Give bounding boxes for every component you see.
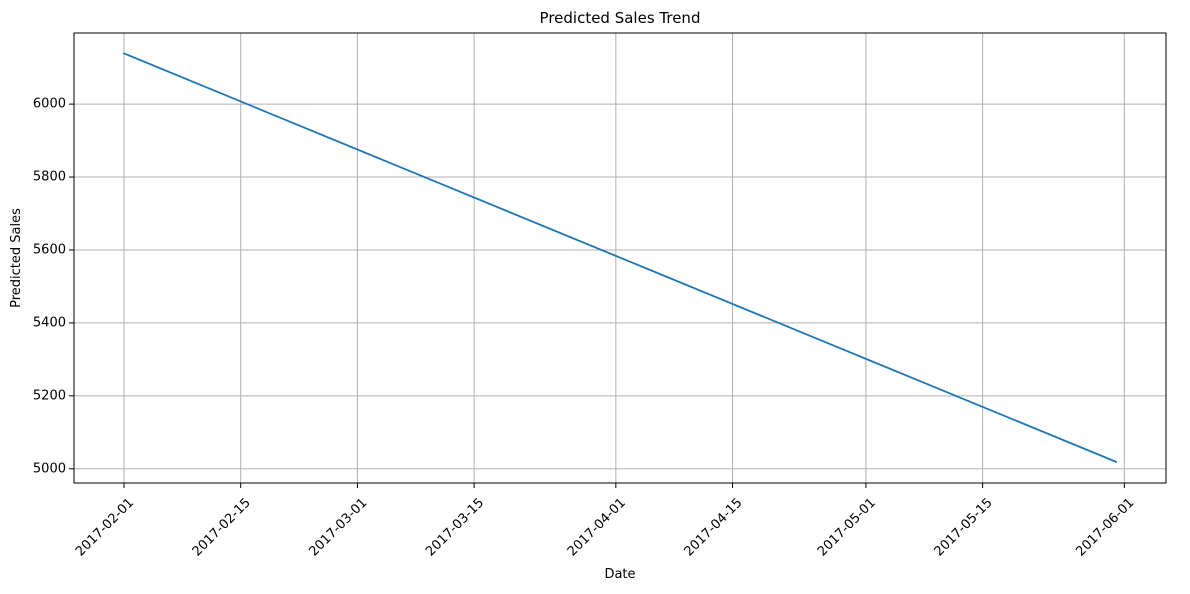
y-axis-label: Predicted Sales xyxy=(9,208,24,308)
y-tick-label: 5400 xyxy=(33,315,66,330)
y-tick-label: 5800 xyxy=(33,170,66,185)
y-tick-label: 5200 xyxy=(33,388,66,403)
y-tick-label: 5000 xyxy=(33,461,66,476)
series-layer xyxy=(122,52,1118,463)
plot-frame xyxy=(73,32,1167,484)
y-tick-label: 6000 xyxy=(33,97,66,112)
x-axis-label: Date xyxy=(604,567,635,582)
y-tick-label: 5600 xyxy=(33,242,66,257)
chart-title: Predicted Sales Trend xyxy=(540,9,701,27)
y-axis: 5000 5200 5400 5600 5800 6000 xyxy=(33,97,74,476)
series-line xyxy=(122,52,1118,463)
grid-lines xyxy=(74,33,1166,483)
